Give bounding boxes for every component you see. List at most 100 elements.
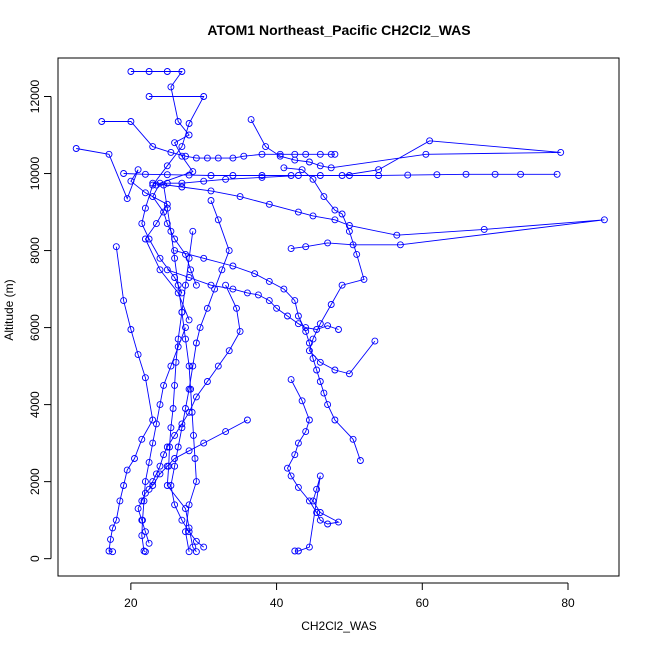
y-tick-label: 6000 xyxy=(28,314,42,341)
data-point xyxy=(167,424,175,432)
data-point xyxy=(200,543,208,551)
x-tick-label: 20 xyxy=(124,596,138,610)
data-point xyxy=(98,118,106,125)
data-point xyxy=(433,171,441,179)
data-point xyxy=(305,416,313,424)
data-point xyxy=(305,339,313,347)
data-point xyxy=(298,166,306,174)
series-line xyxy=(148,285,241,490)
data-point xyxy=(309,497,317,505)
data-point xyxy=(185,254,193,262)
data-point xyxy=(156,254,164,262)
data-point xyxy=(287,245,295,253)
data-point xyxy=(127,68,135,75)
data-point xyxy=(174,289,182,297)
data-point xyxy=(163,443,171,451)
data-point xyxy=(109,548,117,556)
data-point xyxy=(302,428,310,436)
data-point xyxy=(331,366,339,374)
series-line xyxy=(156,119,561,186)
data-point xyxy=(156,266,164,274)
data-point xyxy=(262,143,270,151)
data-point xyxy=(182,250,189,258)
data-point xyxy=(243,416,251,424)
data-point xyxy=(229,172,237,179)
data-point xyxy=(291,547,299,555)
data-point xyxy=(171,254,179,262)
data-point xyxy=(331,150,339,158)
series-line xyxy=(286,379,340,552)
data-point xyxy=(302,243,310,251)
data-point xyxy=(174,443,182,451)
data-point xyxy=(360,275,368,283)
data-point xyxy=(200,177,208,185)
data-point xyxy=(178,68,186,75)
data-point xyxy=(327,164,335,172)
data-point xyxy=(120,297,128,305)
series-line xyxy=(141,96,205,294)
data-point xyxy=(145,485,153,493)
data-point xyxy=(163,220,171,228)
data-point xyxy=(229,154,237,162)
data-point xyxy=(127,326,135,333)
data-point xyxy=(169,405,177,412)
data-point xyxy=(192,537,200,545)
data-point xyxy=(517,170,525,178)
data-point xyxy=(192,548,200,556)
data-point xyxy=(72,145,80,152)
data-point xyxy=(127,177,135,185)
data-point xyxy=(141,548,149,556)
data-point xyxy=(287,472,295,480)
data-point xyxy=(171,274,179,281)
data-point xyxy=(225,347,233,355)
data-point xyxy=(185,131,193,139)
data-point xyxy=(327,301,335,308)
data-point xyxy=(305,497,313,505)
data-point xyxy=(185,316,193,324)
data-point xyxy=(138,532,146,540)
y-tick-label: 4000 xyxy=(28,391,42,418)
data-point xyxy=(243,289,251,297)
data-point xyxy=(138,220,146,228)
y-tick-label: 12000 xyxy=(28,80,42,114)
data-point xyxy=(172,358,180,366)
data-point xyxy=(298,397,306,405)
data-point xyxy=(254,291,262,299)
data-point xyxy=(178,152,186,160)
series-line xyxy=(163,185,197,552)
data-point xyxy=(313,485,321,493)
data-point xyxy=(188,408,196,416)
data-point xyxy=(305,543,313,551)
data-point xyxy=(167,83,175,91)
data-point xyxy=(152,220,160,228)
x-tick-label: 60 xyxy=(416,596,430,610)
data-point xyxy=(160,181,168,189)
data-point xyxy=(320,389,328,397)
data-point xyxy=(371,337,379,345)
data-point xyxy=(229,285,237,293)
y-tick-label: 10000 xyxy=(28,157,42,191)
data-point xyxy=(207,197,215,204)
data-point xyxy=(218,266,226,274)
data-point xyxy=(156,179,164,187)
data-point xyxy=(156,462,164,470)
data-point xyxy=(316,378,324,385)
data-point xyxy=(258,150,266,158)
data-point xyxy=(116,497,124,505)
data-point xyxy=(422,150,430,158)
data-point xyxy=(185,501,193,509)
data-point xyxy=(191,455,199,462)
data-point xyxy=(396,241,404,249)
data-point xyxy=(287,172,295,179)
data-point xyxy=(214,362,222,370)
data-point xyxy=(182,528,189,536)
data-point xyxy=(185,274,193,281)
data-point xyxy=(316,172,324,179)
data-point xyxy=(294,208,302,216)
data-point xyxy=(189,227,197,235)
data-point xyxy=(156,470,164,478)
data-point xyxy=(233,304,240,312)
data-point xyxy=(200,254,208,262)
data-point xyxy=(192,393,200,401)
data-point xyxy=(145,93,153,100)
